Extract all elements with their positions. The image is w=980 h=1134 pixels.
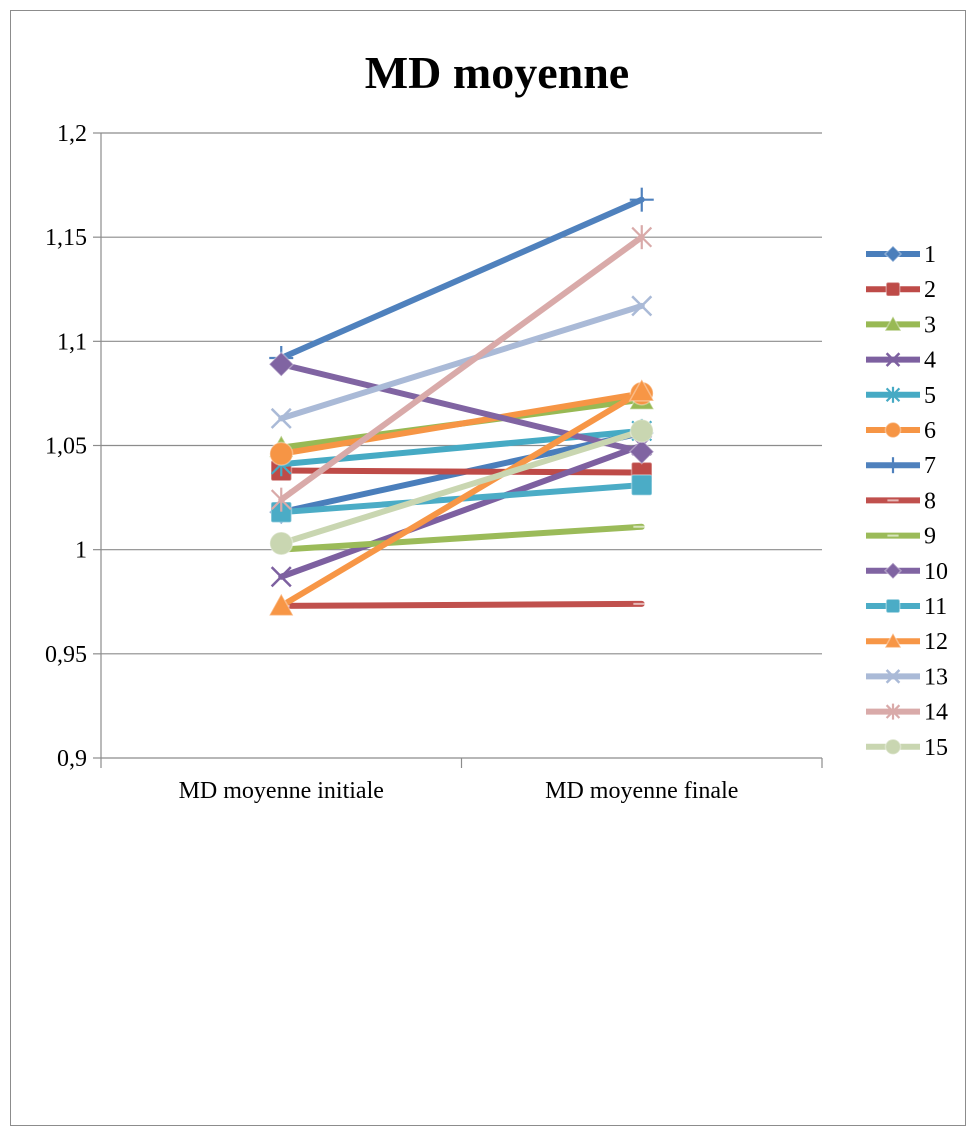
legend-item: 14	[866, 700, 948, 726]
data-point-marker	[885, 386, 901, 403]
legend-item: 9	[866, 524, 936, 550]
gridlines	[101, 132, 822, 655]
series-lines	[267, 187, 656, 617]
chart-frame	[10, 10, 966, 1126]
data-point-marker	[270, 566, 292, 588]
data-point-marker	[885, 598, 901, 614]
data-point-marker	[631, 225, 653, 250]
data-point-marker	[883, 314, 903, 332]
series-line	[278, 600, 645, 609]
data-point-marker	[885, 352, 901, 367]
x-axis-categories: MD moyenne initiale MD moyenne finale	[100, 758, 823, 804]
series-6	[269, 381, 654, 466]
y-tick-label: 1,1	[57, 329, 87, 355]
series-line	[278, 196, 645, 361]
legend-label: 14	[924, 700, 948, 726]
legend-label: 2	[924, 277, 936, 303]
series-line	[278, 390, 645, 457]
x-category-label: MD moyenne finale	[545, 778, 738, 804]
series-line	[278, 467, 645, 476]
series-line	[278, 523, 645, 553]
legend-item: 7	[866, 453, 936, 479]
series-line	[278, 388, 645, 609]
series-line	[278, 302, 645, 422]
data-point-marker	[885, 703, 901, 720]
series-line	[278, 361, 645, 455]
y-tick-label: 1,05	[45, 434, 87, 460]
series-15	[269, 418, 654, 556]
legend-item: 8	[866, 488, 936, 514]
series-line	[278, 234, 645, 503]
x-category-label: MD moyenne initiale	[179, 778, 384, 804]
data-point-marker	[267, 592, 295, 617]
legend-label: 4	[924, 348, 936, 374]
legend-item: 2	[866, 277, 936, 303]
series-12	[267, 377, 656, 617]
legend-label: 8	[924, 488, 936, 514]
legend-label: 3	[924, 312, 936, 338]
series-line	[278, 427, 645, 547]
legend-label: 1	[924, 242, 936, 268]
data-point-marker	[885, 669, 901, 684]
series-line	[278, 442, 645, 580]
legend-label: 5	[924, 383, 936, 409]
legend-label: 12	[924, 629, 948, 655]
legend-item: 3	[866, 312, 936, 338]
legend-label: 11	[924, 594, 947, 620]
data-point-marker	[884, 738, 902, 756]
data-point-marker	[630, 474, 653, 497]
data-point-marker	[269, 531, 294, 556]
data-point-marker	[884, 421, 902, 439]
data-point-marker	[631, 295, 653, 317]
series-14	[270, 225, 653, 512]
data-point-marker	[883, 631, 903, 649]
data-point-marker	[629, 187, 654, 212]
legend-label: 9	[924, 524, 936, 550]
y-tick-label: 0,95	[45, 642, 87, 668]
legend-item: 11	[866, 594, 947, 620]
legend-item: 10	[866, 559, 948, 585]
y-tick-label: 1,15	[45, 225, 87, 251]
legend-label: 10	[924, 559, 948, 585]
data-point-marker	[629, 418, 654, 444]
y-axis-ticks: 0,9 0,95 1 1,05 1,1 1,15 1,2	[45, 121, 101, 772]
legend-label: 13	[924, 664, 948, 690]
data-point-marker	[268, 351, 295, 378]
legend-item: 15	[866, 735, 948, 761]
legend-label: 15	[924, 735, 948, 761]
y-tick-label: 1	[75, 538, 87, 564]
data-point-marker	[885, 281, 901, 297]
legend-label: 6	[924, 418, 936, 444]
legend-label: 7	[924, 453, 936, 479]
data-point-marker	[883, 244, 903, 264]
data-point-marker	[628, 438, 655, 465]
legend-item: 4	[866, 348, 936, 374]
y-tick-label: 0,9	[57, 746, 87, 772]
data-point-marker	[885, 457, 901, 474]
data-point-marker	[883, 561, 903, 580]
legend-item: 6	[866, 418, 936, 444]
legend-item: 12	[866, 629, 948, 655]
series-13	[270, 295, 653, 429]
data-point-marker	[628, 377, 656, 402]
series-7	[269, 187, 654, 370]
data-point-marker	[270, 487, 292, 512]
data-point-marker	[270, 407, 292, 429]
chart-title: MD moyenne	[365, 47, 629, 98]
legend-item: 13	[866, 664, 948, 690]
legend-item: 5	[866, 383, 936, 409]
series-10	[268, 351, 655, 465]
legend-item: 1	[866, 242, 936, 268]
data-point-marker	[269, 441, 294, 466]
y-tick-label: 1,2	[57, 121, 87, 147]
series-8	[272, 600, 651, 609]
